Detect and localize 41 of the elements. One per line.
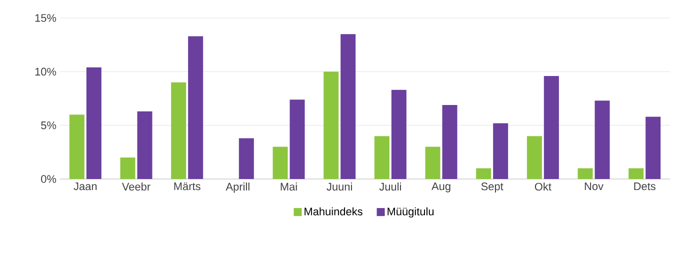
x-tick-label: Aug: [432, 182, 450, 192]
bar: [526, 136, 542, 179]
bar: [238, 138, 254, 179]
bar: [340, 34, 356, 179]
legend-label: Müügitulu: [388, 207, 434, 218]
bar: [442, 104, 458, 179]
bar: [628, 168, 644, 179]
bar: [137, 111, 152, 179]
bar: [374, 136, 390, 179]
x-tick-label: Mai: [280, 182, 297, 191]
bar: [578, 168, 593, 179]
bar: [188, 36, 204, 179]
y-tick-label: 10%: [35, 68, 56, 76]
x-tick-label: Märts: [174, 182, 200, 190]
x-tick-label: Juuni: [326, 182, 352, 191]
legend-label: Mahuindeks: [304, 207, 362, 216]
x-tick-label: Juuli: [379, 182, 401, 191]
x-tick-label: Aprill: [226, 182, 250, 193]
y-tick-label: 0%: [41, 175, 56, 183]
x-tick-label: Jaan: [74, 182, 97, 190]
bar: [425, 146, 440, 179]
x-tick-label: Veebr: [122, 182, 150, 191]
bar: [272, 146, 288, 179]
bar: [493, 123, 508, 179]
x-tick-label: Dets: [634, 182, 656, 190]
x-tick-label: Sept: [481, 182, 504, 192]
y-tick-label: 5%: [41, 121, 56, 130]
bar: [290, 100, 305, 179]
bar: [544, 76, 559, 179]
bar: [324, 72, 339, 179]
bar: [69, 114, 84, 179]
bar: [646, 116, 661, 179]
bar: [120, 158, 136, 179]
x-tick-label: Nov: [584, 182, 604, 190]
bar: [86, 67, 102, 179]
y-tick-label: 15%: [35, 14, 56, 22]
bar: [476, 168, 492, 179]
bar: [594, 100, 610, 179]
bar: [171, 82, 186, 179]
x-tick-label: Okt: [534, 182, 552, 191]
bar: [391, 90, 406, 179]
